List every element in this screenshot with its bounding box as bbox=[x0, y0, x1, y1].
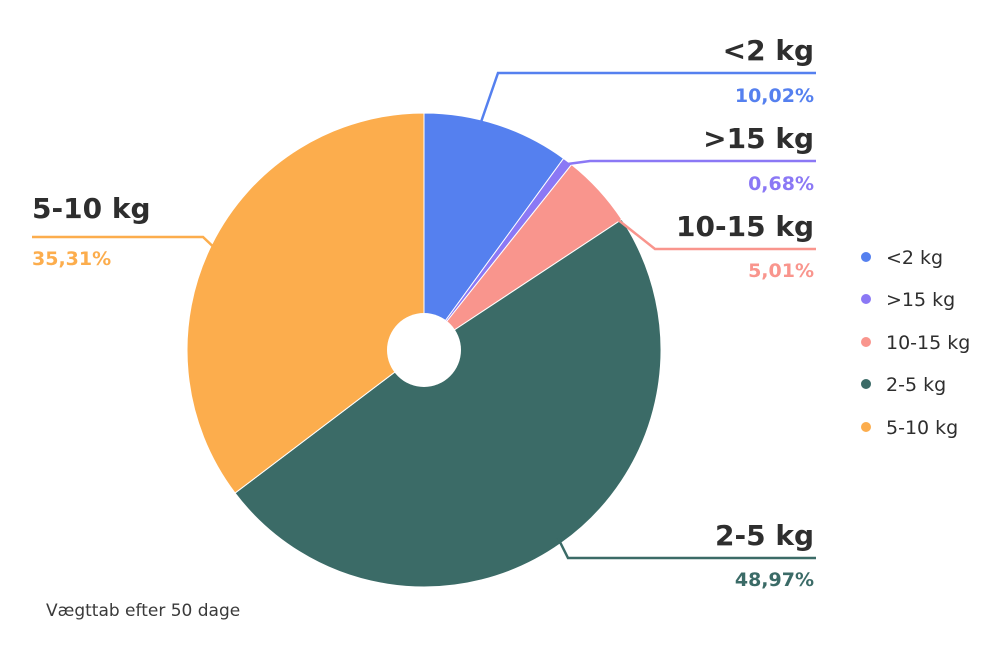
legend-item-lt2kg: <2 kg bbox=[861, 247, 943, 269]
slice-value-2-5kg: 48,97% bbox=[735, 569, 814, 591]
callout-line-10-15kg bbox=[611, 214, 816, 251]
legend-label-2-5kg: 2-5 kg bbox=[886, 374, 946, 396]
slice-value-5-10kg: 35,31% bbox=[32, 248, 111, 270]
slice-label-gt15kg: >15 kg bbox=[703, 122, 814, 155]
slice-label-lt2kg: <2 kg bbox=[723, 34, 814, 67]
legend-swatch-10-15kg bbox=[861, 337, 871, 347]
legend-label-lt2kg: <2 kg bbox=[886, 247, 943, 269]
slice-label-2-5kg: 2-5 kg bbox=[715, 519, 814, 552]
legend-swatch-gt15kg bbox=[861, 294, 871, 304]
legend-swatch-lt2kg bbox=[861, 252, 871, 262]
slice-label-10-15kg: 10-15 kg bbox=[676, 210, 814, 243]
legend-label-gt15kg: >15 kg bbox=[886, 289, 955, 311]
slice-label-5-10kg: 5-10 kg bbox=[32, 192, 150, 225]
callout-line-2-5kg bbox=[556, 537, 816, 560]
legend-item-gt15kg: >15 kg bbox=[861, 289, 955, 311]
legend: <2 kg >15 kg 10-15 kg 2-5 kg 5-10 kg bbox=[861, 247, 970, 439]
legend-label-10-15kg: 10-15 kg bbox=[886, 332, 970, 354]
slice-value-10-15kg: 5,01% bbox=[748, 260, 814, 282]
slice-labels: <2 kg 10,02% >15 kg 0,68% 10-15 kg 5,01%… bbox=[32, 34, 814, 591]
legend-item-5-10kg: 5-10 kg bbox=[861, 417, 958, 439]
pie-slices bbox=[186, 112, 662, 588]
callout-line-gt15kg bbox=[559, 159, 816, 167]
callout-lines bbox=[32, 71, 816, 560]
legend-swatch-5-10kg bbox=[861, 422, 871, 432]
slice-value-gt15kg: 0,68% bbox=[748, 173, 814, 195]
callout-line-lt2kg bbox=[478, 71, 816, 126]
slice-value-lt2kg: 10,02% bbox=[735, 85, 814, 107]
legend-item-2-5kg: 2-5 kg bbox=[861, 374, 946, 396]
pie-slice-lt2kg bbox=[423, 112, 565, 352]
donut-hole bbox=[387, 313, 461, 387]
legend-swatch-2-5kg bbox=[861, 379, 871, 389]
legend-item-10-15kg: 10-15 kg bbox=[861, 332, 970, 354]
chart-caption: Vægttab efter 50 dage bbox=[46, 601, 240, 621]
callout-line-5-10kg bbox=[32, 235, 223, 256]
legend-label-5-10kg: 5-10 kg bbox=[886, 417, 958, 439]
